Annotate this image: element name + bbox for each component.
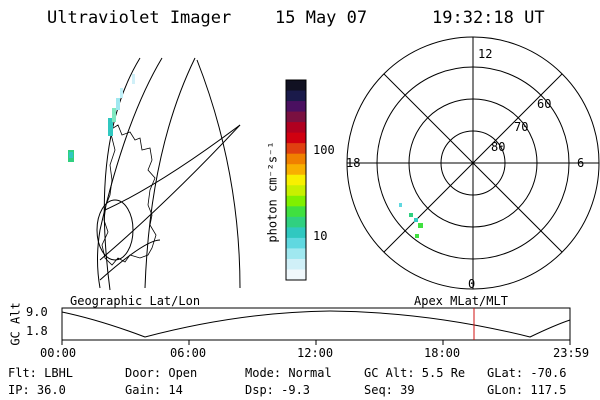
colorbar-segment (286, 269, 306, 281)
polar-aurora (399, 203, 423, 238)
colorbar-segment (286, 164, 306, 176)
geographic-panel-label: Geographic Lat/Lon (70, 294, 201, 308)
info-ip: IP: 36.0 (8, 383, 66, 397)
lon-arc-3 (196, 59, 241, 289)
info-flt: Flt: LBHL (8, 366, 74, 380)
lon-arc-2 (144, 57, 196, 289)
lat-arc-3 (99, 239, 161, 281)
mlt-label-6: 6 (577, 156, 585, 170)
colorbar-segment (286, 111, 306, 123)
colorbar-segment (286, 216, 306, 228)
colorbar-segment (286, 206, 306, 218)
app-title: Ultraviolet Imager (47, 8, 232, 28)
date-label: 15 May 07 (275, 8, 368, 28)
polar-grid (346, 36, 600, 290)
colorbar-segment (286, 153, 306, 165)
info-seq: Seq: 39 (364, 383, 415, 397)
lat-label-60: 60 (537, 97, 552, 111)
timeline-ytick-top: 9.0 (26, 305, 48, 319)
lon-arc-1 (97, 57, 163, 289)
lat-ellipse (96, 199, 134, 261)
colorbar (285, 79, 307, 281)
timeline-frame (61, 307, 571, 341)
info-dsp: Dsp: -9.3 (245, 383, 311, 397)
timeline-xtick-0000: 00:00 (40, 346, 77, 360)
timeline-ytick-bottom: 1.8 (26, 324, 48, 338)
coastline (101, 124, 157, 266)
colorbar-unit-label: photon cm⁻²s⁻¹ (265, 141, 280, 243)
colorbar-segment (286, 195, 306, 207)
info-gain: Gain: 14 (125, 383, 183, 397)
timeline-xtick-1800: 18:00 (424, 346, 461, 360)
timeline-xtick-0600: 06:00 (170, 346, 207, 360)
aurora-patches (68, 74, 135, 162)
colorbar-segment (286, 227, 306, 239)
altitude-curve (61, 310, 571, 338)
info-glat: GLat: -70.6 (487, 366, 567, 380)
mlt-label-18: 18 (346, 156, 361, 170)
time-label: 19:32:18 UT (432, 8, 545, 28)
colorbar-segment (286, 101, 306, 113)
colorbar-segment (286, 185, 306, 197)
lat-label-70: 70 (514, 120, 529, 134)
colorbar-segment (286, 143, 306, 155)
lon-arc-4 (103, 57, 141, 291)
lat-arc-1 (99, 124, 241, 261)
colorbar-frame (285, 79, 307, 281)
timeline-ticks (61, 340, 571, 345)
info-door: Door: Open (125, 366, 198, 380)
colorbar-segment (286, 80, 306, 92)
colorbar-segment (286, 258, 306, 270)
colorbar-segment (286, 248, 306, 260)
lat-arc-2 (104, 124, 241, 211)
colorbar-segment (286, 90, 306, 102)
mlt-label-0: 0 (468, 277, 476, 291)
info-mode: Mode: Normal (245, 366, 332, 380)
polar-panel-label: Apex MLat/MLT (414, 294, 508, 308)
timeline-xtick-2359: 23:59 (553, 346, 590, 360)
colorbar-segment (286, 237, 306, 249)
info-glon: GLon: 117.5 (487, 383, 567, 397)
mlt-label-12: 12 (478, 47, 493, 61)
colorbar-segment (286, 174, 306, 186)
colorbar-segment (286, 122, 306, 134)
colorbar-segment (286, 132, 306, 144)
colorbar-tick-100: 100 (313, 143, 335, 157)
timeline-xtick-1200: 12:00 (297, 346, 334, 360)
info-gcalt: GC Alt: 5.5 Re (364, 366, 466, 380)
timeline-ylabel: GC Alt (8, 302, 23, 346)
lat-label-80: 80 (491, 140, 506, 154)
colorbar-tick-10: 10 (313, 229, 328, 243)
